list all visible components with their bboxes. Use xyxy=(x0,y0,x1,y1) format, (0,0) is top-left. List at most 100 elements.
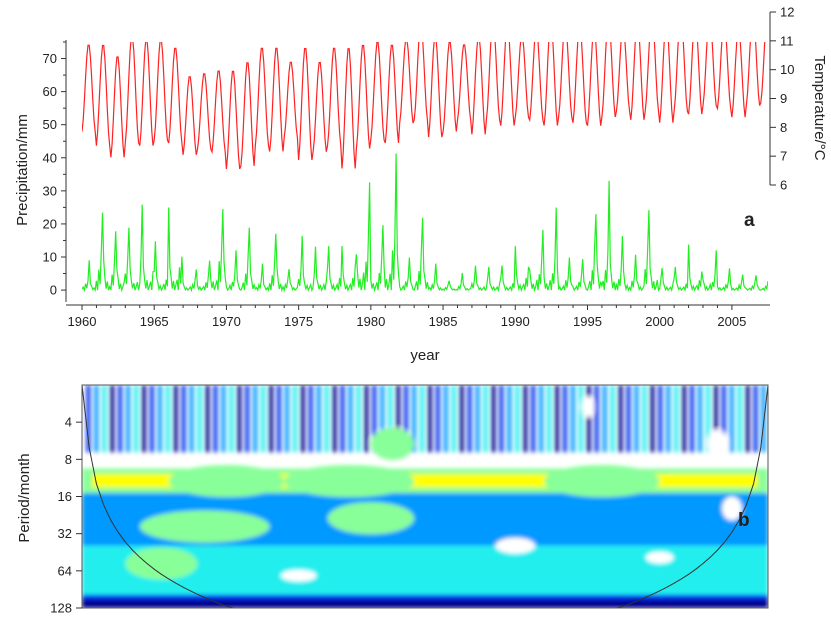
short-period-stripe xyxy=(721,385,726,453)
short-period-stripe xyxy=(229,385,234,453)
short-period-stripe xyxy=(253,385,258,453)
short-period-stripe xyxy=(737,385,742,453)
short-period-stripe xyxy=(602,385,607,453)
short-period-stripe xyxy=(570,385,575,453)
short-period-stripe xyxy=(372,385,377,453)
period-tick-label: 4 xyxy=(65,415,72,430)
short-period-stripe xyxy=(491,385,496,453)
short-period-stripe xyxy=(594,385,599,453)
cone-of-influence xyxy=(82,385,768,608)
short-period-stripe xyxy=(380,385,385,453)
short-period-stripe xyxy=(213,385,218,453)
x-axis-label: year xyxy=(410,347,439,364)
wavelet-low-power-region xyxy=(645,551,674,564)
panel-a: 1960 1965 1970 1975 1980 1985 1990 1995 2000 2005… xyxy=(14,5,828,365)
panel-a-letter: a xyxy=(744,210,755,231)
short-period-stripe xyxy=(205,385,210,453)
short-period-stripe xyxy=(753,385,758,453)
short-period-stripe xyxy=(475,385,480,453)
short-period-stripe xyxy=(690,385,695,453)
short-period-stripe xyxy=(221,385,226,453)
short-period-stripe xyxy=(459,385,464,453)
short-period-stripe xyxy=(133,385,138,453)
x-tick-label: 2000 xyxy=(645,314,674,329)
x-tick-label: 1985 xyxy=(429,314,458,329)
panel-a-right-y-ticks: 6 7 8 9 10 11 12 xyxy=(770,5,794,193)
wavelet-low-power-region xyxy=(495,537,536,554)
short-period-stripe xyxy=(237,385,242,453)
short-period-stripe xyxy=(300,385,305,453)
short-period-stripe xyxy=(658,385,663,453)
y-tick-label: 30 xyxy=(43,183,57,198)
wavelet-low-power-region xyxy=(581,396,594,417)
short-period-stripe xyxy=(157,385,162,453)
short-period-stripe xyxy=(340,385,345,453)
short-period-stripe xyxy=(507,385,512,453)
short-period-stripe xyxy=(618,385,623,453)
short-period-stripe xyxy=(276,385,281,453)
short-period-stripe xyxy=(713,385,718,453)
y2-tick-label: 7 xyxy=(780,149,787,164)
short-period-stripe xyxy=(396,385,401,453)
short-period-stripe xyxy=(126,385,131,453)
y2-tick-label: 12 xyxy=(780,5,794,20)
y-tick-label: 70 xyxy=(43,51,57,66)
short-period-stripe xyxy=(324,385,329,453)
short-period-stripe xyxy=(610,385,615,453)
short-period-stripe xyxy=(554,385,559,453)
short-period-stripe xyxy=(531,385,536,453)
short-period-stripe xyxy=(316,385,321,453)
y2-tick-label: 9 xyxy=(780,91,787,106)
short-period-stripe xyxy=(642,385,647,453)
longest-period-band xyxy=(82,599,768,608)
short-period-stripe xyxy=(364,385,369,453)
short-period-stripe xyxy=(94,385,99,453)
short-period-stripe xyxy=(634,385,639,453)
wavelet-power-contour xyxy=(327,502,415,535)
period-tick-label: 32 xyxy=(58,526,72,541)
short-period-stripe xyxy=(499,385,504,453)
x-tick-label: 1970 xyxy=(212,314,241,329)
precipitation-series-line xyxy=(82,153,768,293)
short-period-stripe xyxy=(412,385,417,453)
y-tick-label: 60 xyxy=(43,84,57,99)
y-tick-label: 20 xyxy=(43,216,57,231)
x-tick-label: 1975 xyxy=(284,314,313,329)
short-period-stripe xyxy=(388,385,393,453)
x-tick-label: 2005 xyxy=(717,314,746,329)
y2-tick-label: 10 xyxy=(780,62,794,77)
short-period-stripe xyxy=(697,385,702,453)
period-tick-label: 128 xyxy=(50,601,72,616)
y-tick-label: 0 xyxy=(50,283,57,298)
period-tick-label: 64 xyxy=(58,563,72,578)
short-period-stripe xyxy=(443,385,448,453)
short-period-stripe xyxy=(562,385,567,453)
short-period-stripe xyxy=(332,385,337,453)
wavelet-power-contour xyxy=(370,427,415,460)
short-period-stripe xyxy=(86,385,91,453)
panel-b-y-ticks: 4 8 16 32 64 128 xyxy=(50,415,82,616)
y2-tick-label: 6 xyxy=(780,178,787,193)
short-period-stripe xyxy=(189,385,194,453)
short-period-stripe xyxy=(705,385,710,453)
short-period-stripe xyxy=(308,385,313,453)
panel-b-letter: b xyxy=(738,510,750,531)
panel-b: 4 8 16 32 64 128 Period/month b xyxy=(16,384,769,616)
x-tick-label: 1965 xyxy=(140,314,169,329)
right-y-axis-label: Temperature/°C xyxy=(811,55,828,160)
wavelet-power-contour xyxy=(139,510,270,543)
short-period-stripe xyxy=(451,385,456,453)
temperature-series-line xyxy=(82,42,766,170)
short-period-stripe xyxy=(292,385,297,453)
short-period-stripe xyxy=(539,385,544,453)
short-period-stripe xyxy=(173,385,178,453)
x-tick-label: 1990 xyxy=(501,314,530,329)
short-period-stripe xyxy=(666,385,671,453)
short-period-stripe xyxy=(118,385,123,453)
short-period-stripe xyxy=(435,385,440,453)
short-period-stripe xyxy=(745,385,750,453)
short-period-stripe xyxy=(348,385,353,453)
short-period-stripe xyxy=(141,385,146,453)
y2-tick-label: 8 xyxy=(780,120,787,135)
